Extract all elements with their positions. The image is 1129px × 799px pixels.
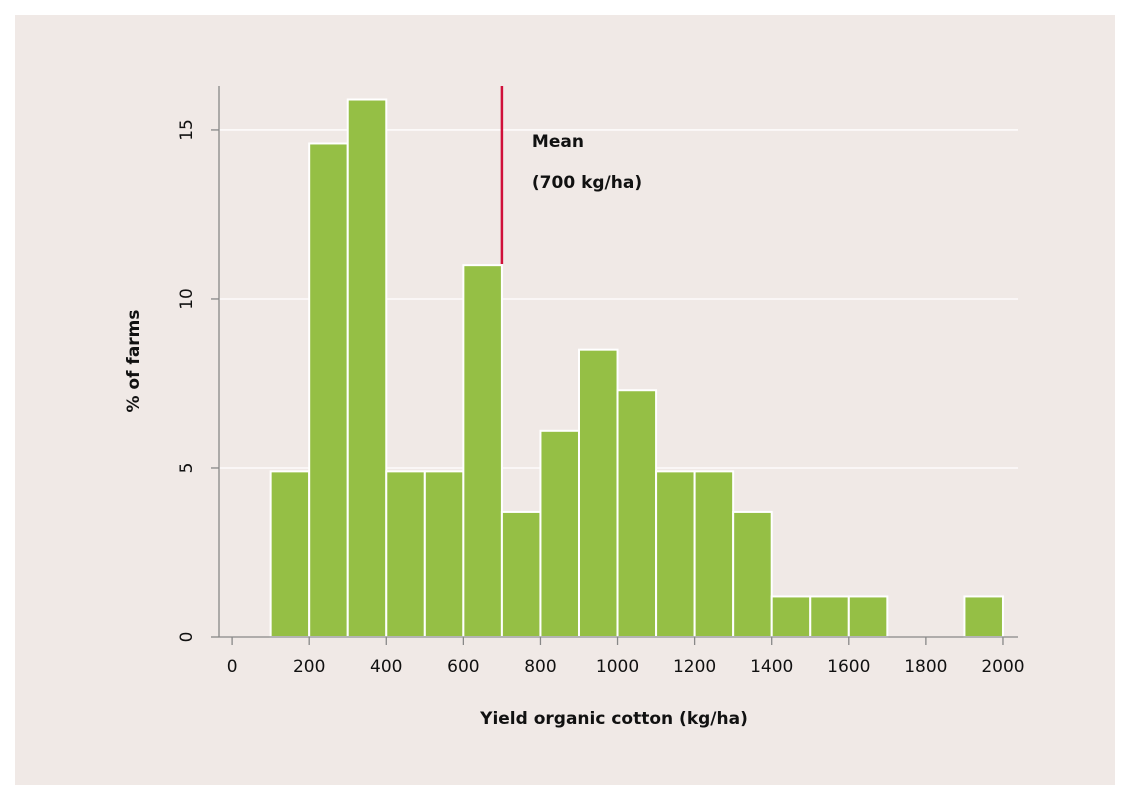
bar <box>577 348 619 638</box>
y-tick-label: 15 <box>177 119 197 141</box>
y-axis-label: % of farms <box>124 309 144 412</box>
x-axis-label: Yield organic cotton (kg/ha) <box>479 709 748 729</box>
x-tick-label: 800 <box>524 657 556 677</box>
bar <box>500 510 542 639</box>
x-tick-label: 600 <box>447 657 479 677</box>
annotation: (700 kg/ha) <box>532 173 642 193</box>
x-tick-label: 0 <box>227 657 238 677</box>
bar <box>423 470 465 638</box>
bar <box>385 470 426 638</box>
bar <box>693 470 735 638</box>
bar <box>732 510 773 639</box>
marks <box>269 98 1004 639</box>
y-tick-label: 10 <box>177 288 197 310</box>
x-tick-label: 1600 <box>827 657 870 677</box>
annotation: Mean <box>532 132 584 152</box>
x-tick-label: 200 <box>293 657 325 677</box>
bar <box>616 389 658 638</box>
x-tick-label: 400 <box>370 657 402 677</box>
x-tick-label: 1400 <box>750 657 793 677</box>
x-tick-label: 1000 <box>596 657 639 677</box>
bar <box>346 98 388 638</box>
panel <box>15 15 1115 785</box>
bar <box>269 470 311 638</box>
bar <box>809 595 850 639</box>
bar <box>963 595 1004 639</box>
x-tick-label: 2000 <box>981 657 1024 677</box>
bar <box>308 142 349 639</box>
y-tick-label: 5 <box>177 463 197 474</box>
bar <box>462 264 503 638</box>
bar <box>655 470 696 638</box>
y-tick-label: 0 <box>177 632 197 643</box>
x-tick-label: 1800 <box>904 657 947 677</box>
bar <box>539 429 580 638</box>
x-tick-label: 1200 <box>673 657 716 677</box>
bar <box>770 595 812 639</box>
bar <box>847 595 889 639</box>
